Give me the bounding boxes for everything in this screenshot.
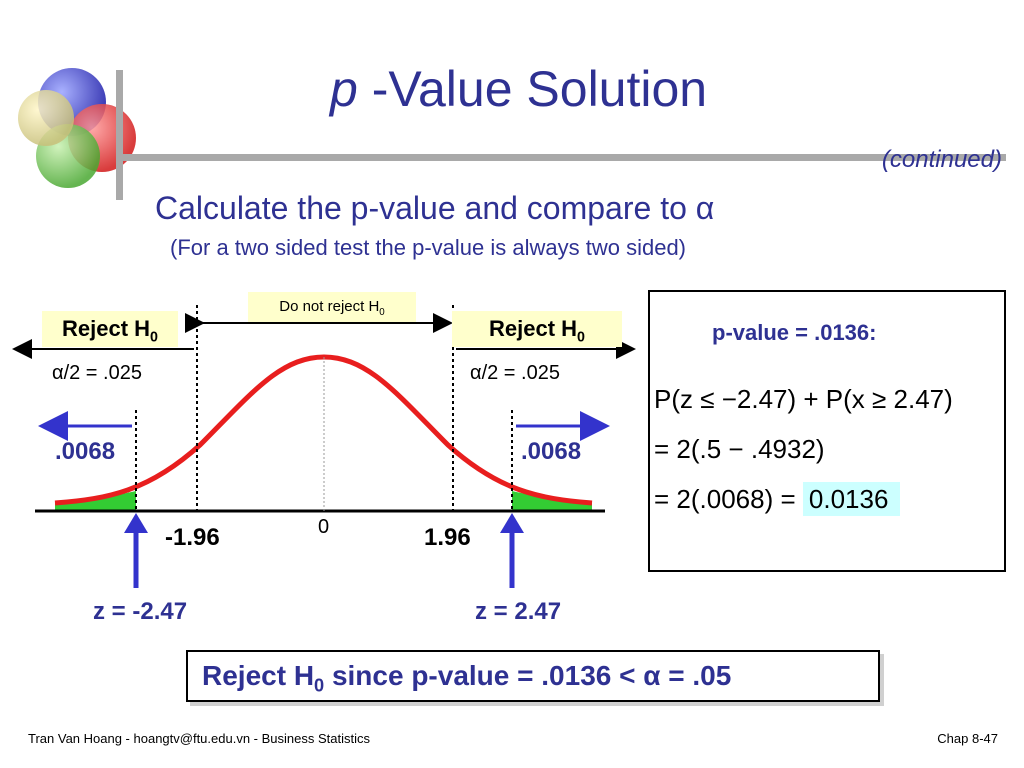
z-arrow-left-head [124,513,148,533]
footer-author: Tran Van Hoang - hoangtv@ftu.edu.vn - Bu… [28,731,370,746]
equation-line-3: = 2(.0068) = 0.0136 [654,482,901,516]
pvalue-heading: p-value = .0136: [712,320,877,345]
reject-left-text: Reject H [62,316,151,341]
slide-title: p -Value Solution [330,60,707,118]
title-rest: -Value Solution [357,61,708,117]
half-alpha-left: α/2 = .025 [52,362,142,384]
slide-subnote: (For a two sided test the p-value is alw… [170,235,687,260]
title-horizontal-rule [118,154,1006,161]
z-arrow-right-head [500,513,524,533]
test-stat-left: z = -2.47 [93,598,188,625]
equation-line-3-prefix: = 2(.0068) = [654,484,803,514]
continued-label: (continued) [881,146,1002,173]
slide-subtitle: Calculate the p-value and compare to α [155,190,715,226]
reject-right-sub: 0 [577,329,585,346]
reject-right-label: Reject H0 [452,311,622,347]
equation-line-1: P(z ≤ −2.47) + P(x ≥ 2.47) [654,384,953,414]
pvalue-result-highlight: 0.0136 [802,482,901,516]
title-italic-p: p [330,61,358,117]
conclusion-sub: 0 [314,675,325,696]
logo-circles-icon [18,68,136,188]
reject-left-sub: 0 [150,329,158,346]
normal-curve-diagram [12,305,636,588]
equation-line-2: = 2(.5 − .4932) [654,434,825,464]
reject-right-text: Reject H [489,316,578,341]
tail-p-left: .0068 [55,438,116,465]
do-not-reject-sub: 0 [379,307,385,318]
critical-value-right: 1.96 [424,524,471,551]
title-vertical-rule [116,70,123,200]
test-stat-right: z = 2.47 [475,598,562,625]
do-not-reject-text: Do not reject H [279,298,380,315]
conclusion-part2: since p-value = .0136 < α = .05 [324,660,732,691]
half-alpha-right: α/2 = .025 [470,362,560,384]
reject-left-label: Reject H0 [42,311,178,347]
center-zero-label: 0 [318,516,330,538]
conclusion-box: Reject H0 since p-value = .0136 < α = .0… [186,650,880,702]
conclusion-part1: Reject H [202,660,315,691]
pvalue-box: p-value = .0136: P(z ≤ −2.47) + P(x ≥ 2.… [648,290,1006,572]
do-not-reject-label: Do not reject H0 [248,292,416,322]
critical-value-left: -1.96 [165,524,220,551]
tail-p-right: .0068 [521,438,582,465]
footer-page-number: Chap 8-47 [937,731,998,746]
